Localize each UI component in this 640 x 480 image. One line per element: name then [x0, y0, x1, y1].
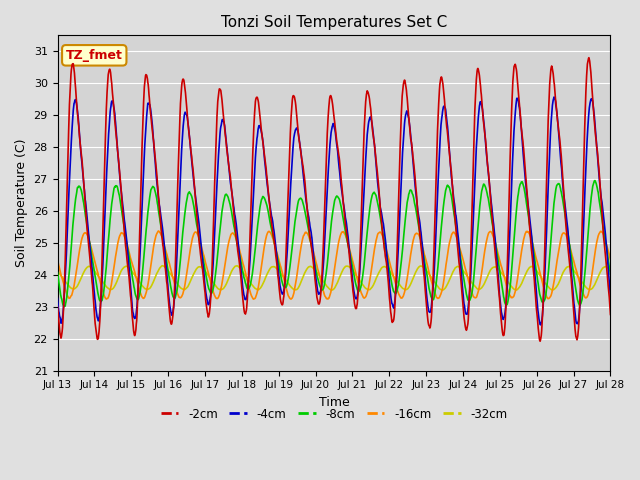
- X-axis label: Time: Time: [319, 396, 349, 409]
- Title: Tonzi Soil Temperatures Set C: Tonzi Soil Temperatures Set C: [221, 15, 447, 30]
- Text: TZ_fmet: TZ_fmet: [66, 49, 123, 62]
- Y-axis label: Soil Temperature (C): Soil Temperature (C): [15, 139, 28, 267]
- Legend: -2cm, -4cm, -8cm, -16cm, -32cm: -2cm, -4cm, -8cm, -16cm, -32cm: [156, 403, 512, 425]
